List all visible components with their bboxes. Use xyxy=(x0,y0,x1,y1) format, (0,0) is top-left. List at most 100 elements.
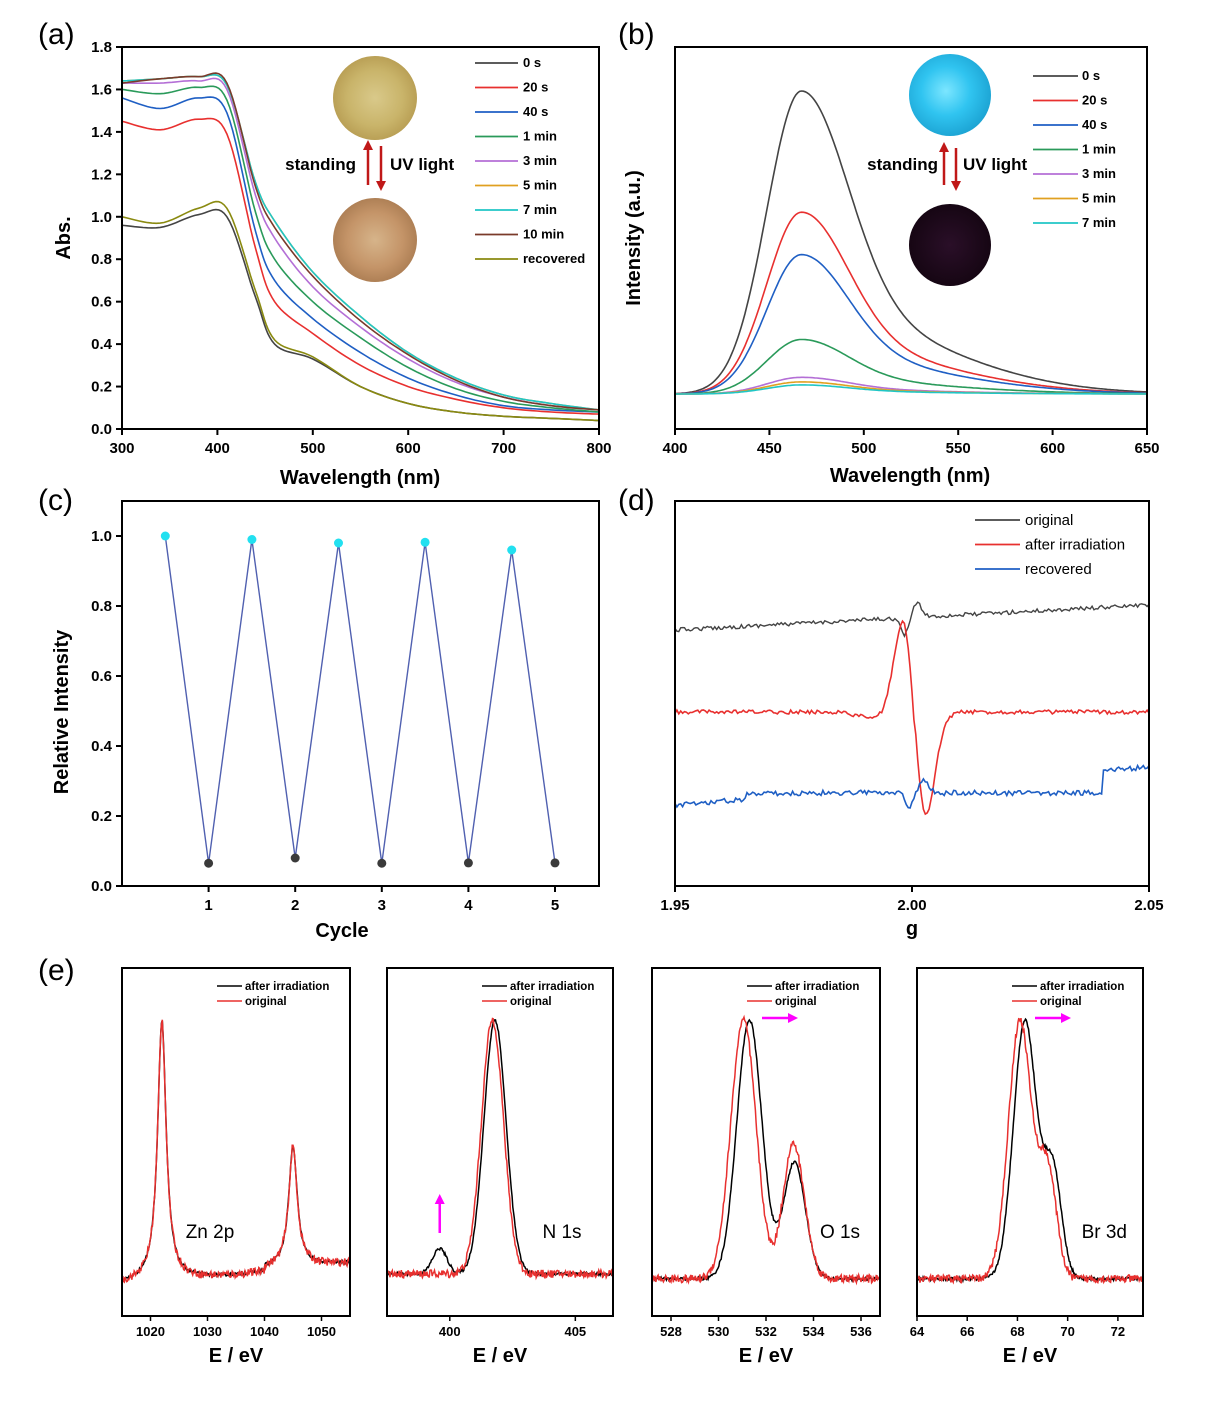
e4-xtick-label: 64 xyxy=(910,1324,925,1339)
e1-xlabel: E / eV xyxy=(209,1345,264,1367)
panel-c-ytick-label: 0.0 xyxy=(91,878,112,895)
panel-d-xlabel: g xyxy=(906,918,918,940)
panel-a-series-10-min xyxy=(121,72,600,411)
panel-c-cycling: 1 2 3 4 5 0.0 0.2 0.4 0.6 0.8 1.0 Cycle Relative I… xyxy=(51,500,600,942)
arrow-up-head-icon xyxy=(939,142,949,152)
panel-b-standing-label: standing xyxy=(867,155,938,174)
panel-c-ylabel: Relative Intensity xyxy=(51,629,73,794)
panel-b-emission: 400 450 500 550 600 650 Wavelength (nm) Inten… xyxy=(623,46,1160,487)
panel-a-xtick-label: 300 xyxy=(109,440,134,457)
panel-a-legend-label: 40 s xyxy=(523,104,548,119)
e3-xtick-label: 536 xyxy=(850,1324,872,1339)
panel-b-xtick-label: 650 xyxy=(1134,440,1159,457)
panel-a-legend-label: recovered xyxy=(523,251,585,266)
panel-c-frame xyxy=(121,500,600,887)
e4-series-original xyxy=(916,1017,1144,1285)
panel-a-series-group xyxy=(121,72,600,422)
panel-a-xtick-label: 800 xyxy=(586,440,611,457)
e3-xtick-label: 532 xyxy=(755,1324,777,1339)
panel-c-ytick-label: 0.4 xyxy=(91,738,113,755)
e1-series-original xyxy=(121,1019,351,1284)
panel-a-xtick-label: 400 xyxy=(205,440,230,457)
panel-e-xps: 1020 1030 1040 1050 E / eV after irradiation o… xyxy=(121,967,1144,1367)
arrow-right-head-icon xyxy=(788,1013,798,1023)
panel-c-xtick-label: 1 xyxy=(204,897,212,914)
e2-xtick-label: 400 xyxy=(439,1324,461,1339)
panel-a-axes: 300 400 500 600 700 800 0.0 0.2 0.4 0.6 0.8 1.0 1.2 1… xyxy=(91,39,611,457)
panel-a-frame xyxy=(121,46,600,430)
panel-label-b: (b) xyxy=(618,18,655,51)
e2-legend-label: original xyxy=(510,996,552,1008)
panel-c-zigzag-line xyxy=(164,535,556,864)
e3-legend-label: after irradiation xyxy=(775,981,859,993)
panel-c-ytick-label: 0.2 xyxy=(91,808,112,825)
e2-peak-label: N 1s xyxy=(542,1222,581,1243)
panel-c-xlabel: Cycle xyxy=(315,920,368,942)
e1-peak-label: Zn 2p xyxy=(186,1222,235,1243)
panel-d-legend-label: recovered xyxy=(1025,561,1092,578)
panel-a-legend-label: 5 min xyxy=(523,178,557,193)
panel-a-xlabel: Wavelength (nm) xyxy=(280,467,440,489)
e3-xlabel: E / eV xyxy=(739,1345,794,1367)
panel-c-point-on xyxy=(420,537,430,547)
arrow-down-head-icon xyxy=(376,181,386,191)
panel-a-ytick-label: 1.6 xyxy=(91,81,112,98)
e4-legend-label: after irradiation xyxy=(1040,981,1124,993)
e2-frame xyxy=(386,967,614,1317)
panel-b-series-20-s xyxy=(674,211,1148,395)
e4-frame xyxy=(916,967,1144,1317)
panel-c-point-off xyxy=(204,858,214,868)
e4-peak-label: Br 3d xyxy=(1082,1222,1127,1243)
panel-e2-n1s: 400 405 E / eV after irradiation original N 1… xyxy=(386,967,614,1367)
panel-d-epr: 1.95 2.00 2.05 g original after irradiation… xyxy=(660,500,1164,940)
panel-a-xtick-label: 700 xyxy=(491,440,516,457)
e4-xtick-label: 66 xyxy=(960,1324,974,1339)
panel-a-ytick-label: 1.8 xyxy=(91,39,112,56)
panel-e1-zn2p: 1020 1030 1040 1050 E / eV after irradiation o… xyxy=(121,967,351,1367)
panel-c-xtick-label: 2 xyxy=(291,897,299,914)
panel-c-ytick-label: 0.6 xyxy=(91,668,112,685)
panel-d-xtick-label: 2.00 xyxy=(897,897,926,914)
e4-xtick-label: 68 xyxy=(1010,1324,1024,1339)
panel-a-legend-label: 20 s xyxy=(523,80,548,95)
e2-xlabel: E / eV xyxy=(473,1345,528,1367)
panel-b-xtick-label: 500 xyxy=(851,440,876,457)
panel-d-legend-label: after irradiation xyxy=(1025,537,1125,554)
panel-b-legend-label: 20 s xyxy=(1082,93,1107,108)
panel-a-ytick-label: 0.4 xyxy=(91,336,113,353)
panel-c-ytick-label: 1.0 xyxy=(91,528,112,545)
panel-a-ytick-label: 0.0 xyxy=(91,421,112,438)
panel-a-ytick-label: 0.8 xyxy=(91,251,112,268)
panel-d-series-after-irradiation xyxy=(674,619,1150,816)
brown-powder-photo xyxy=(333,198,417,282)
panel-a-series-40-s xyxy=(121,96,600,413)
panel-b-ylabel: Intensity (a.u.) xyxy=(623,170,645,306)
panel-a-ylabel: Abs. xyxy=(53,216,75,259)
panel-a-series-1-min xyxy=(121,85,600,413)
panel-a-legend: 0 s 20 s 40 s 1 min 3 min 5 min 7 min 10 min rec… xyxy=(475,55,585,266)
e3-xtick-label: 528 xyxy=(660,1324,682,1339)
e1-xtick-label: 1020 xyxy=(136,1324,165,1339)
panel-a-xtick-label: 500 xyxy=(300,440,325,457)
e2-legend-label: after irradiation xyxy=(510,981,594,993)
panel-c-point-off xyxy=(377,858,387,868)
panel-c-point-off xyxy=(463,858,473,868)
arrow-right-head-icon xyxy=(1061,1013,1071,1023)
panel-b-series-group xyxy=(674,90,1148,395)
e3-xtick-label: 530 xyxy=(708,1324,730,1339)
panel-b-series-1-min xyxy=(675,338,1147,395)
e3-peak-label: O 1s xyxy=(820,1222,860,1243)
panel-c-point-on xyxy=(507,545,517,555)
panel-b-xtick-label: 600 xyxy=(1040,440,1065,457)
arrow-up-head-icon xyxy=(434,1194,445,1204)
panel-b-legend-label: 1 min xyxy=(1082,142,1116,157)
panel-b-xtick-label: 450 xyxy=(757,440,782,457)
panel-a-ytick-label: 1.4 xyxy=(91,124,113,141)
e3-series-original xyxy=(651,1014,881,1286)
panel-c-xtick-label: 5 xyxy=(551,897,559,914)
panel-d-xtick-label: 1.95 xyxy=(660,897,689,914)
e1-xtick-label: 1050 xyxy=(307,1324,336,1339)
panel-a-series-20-s xyxy=(121,117,600,415)
panel-b-legend-label: 7 min xyxy=(1082,215,1116,230)
panel-b-series-7-min xyxy=(675,384,1147,395)
